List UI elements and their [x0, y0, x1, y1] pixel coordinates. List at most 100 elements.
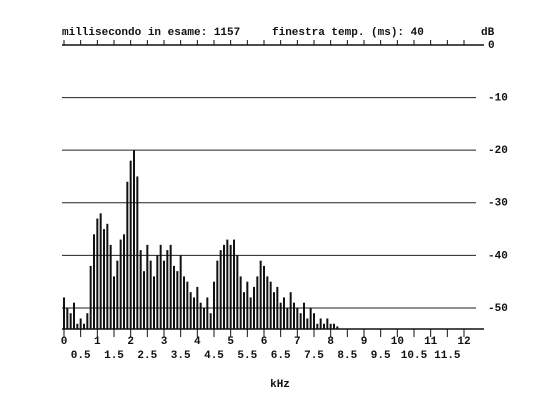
- bar: [63, 297, 65, 329]
- bar: [289, 292, 292, 329]
- bar: [119, 239, 122, 329]
- x-tick-label: 8: [327, 336, 334, 348]
- bar: [243, 292, 245, 329]
- x-tick-label: 4: [194, 336, 201, 348]
- bar: [296, 307, 299, 329]
- bar: [153, 276, 155, 329]
- x-axis-label: kHz: [270, 379, 290, 391]
- bar: [203, 307, 205, 329]
- x-tick-label: 3: [161, 336, 168, 348]
- bar: [116, 260, 119, 329]
- bar: [219, 250, 222, 329]
- x-tick-label: 12: [457, 336, 470, 348]
- bar: [83, 323, 85, 329]
- bar: [276, 286, 279, 329]
- x-tick-label: 9: [361, 336, 368, 348]
- bar: [139, 250, 142, 329]
- bar: [323, 323, 325, 329]
- bar: [213, 281, 215, 329]
- bar: [309, 307, 312, 329]
- bar: [319, 318, 322, 329]
- bar: [126, 181, 129, 329]
- bar: [229, 244, 232, 329]
- bar: [329, 323, 332, 329]
- annotation: millisecondo in esame: 1157: [62, 27, 240, 39]
- bar: [86, 313, 89, 329]
- bar: [106, 223, 109, 329]
- x-tick-label: 3.5: [171, 350, 191, 362]
- bar: [249, 297, 252, 329]
- bar: [133, 150, 135, 329]
- bar: [283, 297, 285, 329]
- bar: [196, 286, 199, 329]
- bar: [313, 313, 315, 329]
- bar: [239, 276, 242, 329]
- bar: [176, 271, 179, 329]
- bar: [326, 318, 329, 329]
- x-tick-label: 0: [61, 336, 68, 348]
- y-tick-label: -50: [488, 303, 508, 315]
- x-tick-label: 9.5: [371, 350, 391, 362]
- x-tick-label: 2.5: [137, 350, 157, 362]
- bar: [316, 323, 319, 329]
- x-tick-label: 6: [261, 336, 268, 348]
- bar: [293, 302, 295, 329]
- bar: [156, 255, 159, 329]
- bar: [333, 323, 335, 329]
- bar: [259, 260, 262, 329]
- bar: [236, 255, 239, 329]
- x-tick-label: 1.5: [104, 350, 124, 362]
- bar: [286, 307, 289, 329]
- y-tick-label: -20: [488, 145, 508, 157]
- bar: [206, 297, 209, 329]
- bar: [136, 176, 139, 329]
- bar: [89, 265, 92, 329]
- x-tick-label: 2: [127, 336, 134, 348]
- bar: [73, 302, 75, 329]
- y-tick-label: 0: [488, 40, 495, 52]
- bar: [143, 271, 145, 329]
- x-tick-label: 10: [391, 336, 404, 348]
- bar: [199, 302, 202, 329]
- x-tick-label: 5.5: [237, 350, 257, 362]
- bar: [69, 313, 72, 329]
- bar: [223, 244, 225, 329]
- bar: [173, 265, 175, 329]
- bar: [226, 239, 229, 329]
- bar: [253, 286, 255, 329]
- bar: [216, 260, 219, 329]
- bar: [179, 255, 182, 329]
- bar: [99, 213, 102, 329]
- bar: [166, 250, 169, 329]
- bar: [96, 218, 99, 329]
- bar: [163, 260, 165, 329]
- bar: [149, 260, 152, 329]
- bar: [76, 323, 79, 329]
- bar: [159, 244, 162, 329]
- bar: [279, 302, 282, 329]
- annotation: finestra temp. (ms): 40: [272, 27, 424, 39]
- x-tick-label: 1: [94, 336, 101, 348]
- bar: [123, 234, 125, 329]
- bar: [186, 281, 189, 329]
- x-tick-label: 7: [294, 336, 301, 348]
- bar: [209, 313, 212, 329]
- bar: [109, 244, 112, 329]
- bar: [66, 307, 69, 329]
- bar: [246, 281, 249, 329]
- bar: [113, 276, 115, 329]
- x-tick-label: 10.5: [401, 350, 428, 362]
- bar: [193, 297, 195, 329]
- bar: [103, 229, 105, 329]
- bar: [93, 234, 95, 329]
- bar: [79, 318, 82, 329]
- bar: [169, 244, 172, 329]
- bar: [189, 292, 192, 329]
- bar: [336, 326, 339, 329]
- x-tick-label: 8.5: [337, 350, 357, 362]
- y-axis-label: dB: [481, 27, 495, 39]
- bar: [129, 160, 132, 329]
- x-tick-label: 4.5: [204, 350, 224, 362]
- y-tick-label: -30: [488, 198, 508, 210]
